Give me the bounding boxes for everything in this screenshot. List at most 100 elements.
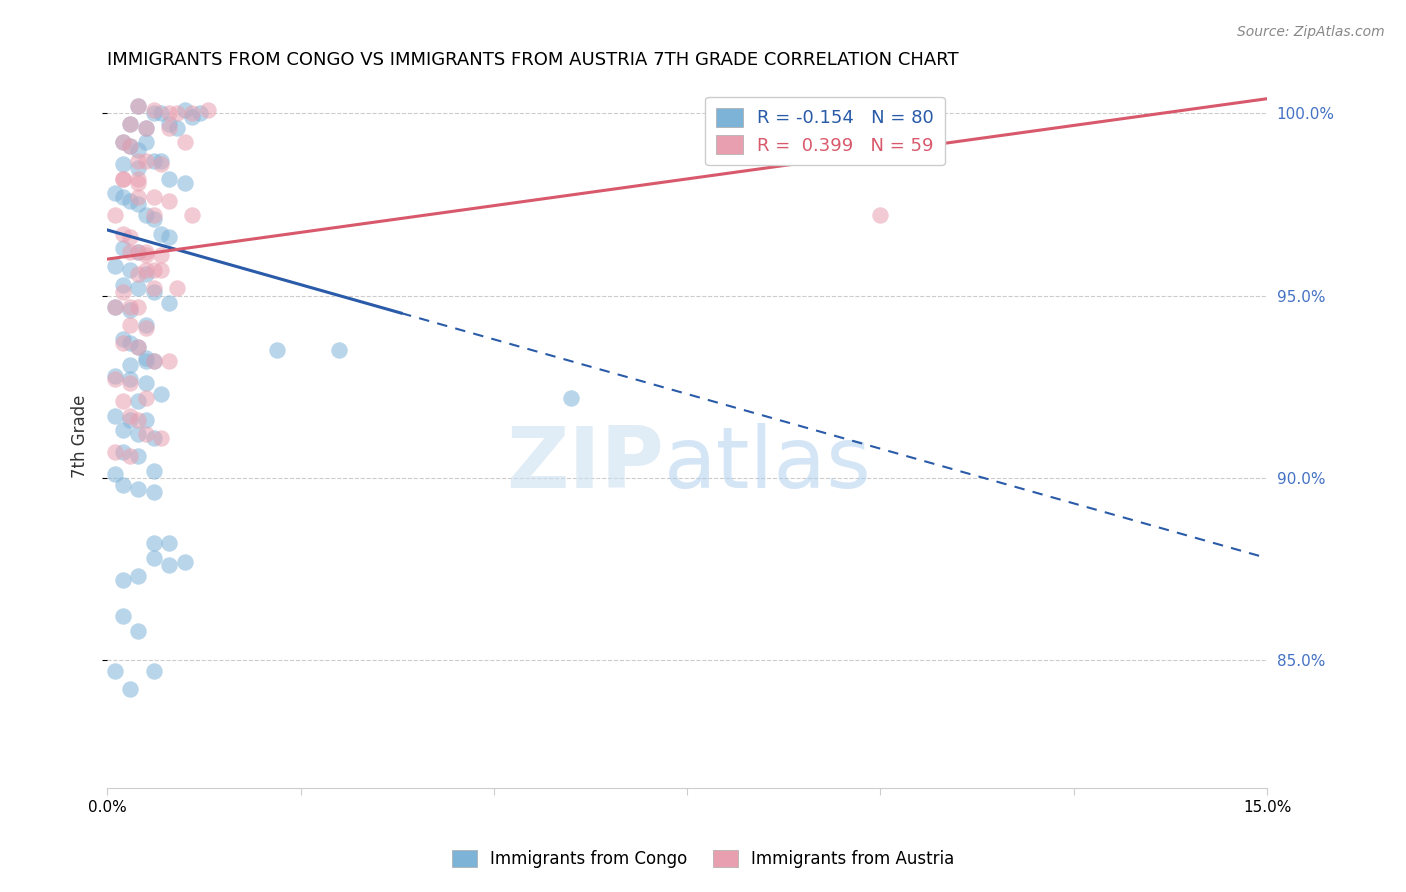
Point	[120, 409, 142, 423]
Point	[135, 263, 157, 277]
Point	[111, 332, 134, 346]
Point	[111, 573, 134, 587]
Point	[173, 176, 195, 190]
Point	[104, 186, 127, 201]
Point	[135, 120, 157, 135]
Point	[120, 358, 142, 372]
Point	[111, 285, 134, 299]
Text: ZIP: ZIP	[506, 423, 664, 506]
Point	[142, 551, 165, 566]
Text: atlas: atlas	[664, 423, 872, 506]
Point	[142, 285, 165, 299]
Point	[104, 300, 127, 314]
Point	[150, 157, 173, 171]
Point	[111, 136, 134, 150]
Point	[120, 372, 142, 386]
Point	[181, 106, 204, 120]
Point	[135, 412, 157, 426]
Point	[142, 190, 165, 204]
Point	[127, 449, 149, 463]
Point	[127, 244, 149, 259]
Point	[142, 354, 165, 368]
Point	[157, 106, 180, 120]
Point	[135, 391, 157, 405]
Point	[104, 368, 127, 383]
Point	[166, 281, 188, 295]
Point	[150, 431, 173, 445]
Point	[135, 351, 157, 365]
Point	[157, 354, 180, 368]
Point	[142, 103, 165, 117]
Point	[150, 106, 173, 120]
Point	[127, 176, 149, 190]
Point	[197, 103, 219, 117]
Point	[150, 387, 173, 401]
Point	[150, 248, 173, 262]
Point	[142, 485, 165, 500]
Point	[104, 372, 127, 386]
Point	[135, 354, 157, 368]
Point	[120, 682, 142, 697]
Point	[135, 248, 157, 262]
Point	[127, 281, 149, 295]
Point	[127, 161, 149, 175]
Point	[111, 609, 134, 624]
Point	[104, 208, 127, 222]
Point	[111, 157, 134, 171]
Point	[157, 536, 180, 550]
Point	[127, 143, 149, 157]
Point	[135, 321, 157, 335]
Point	[127, 412, 149, 426]
Point	[127, 153, 149, 168]
Point	[135, 267, 157, 281]
Point	[120, 263, 142, 277]
Point	[127, 267, 149, 281]
Point	[120, 376, 142, 390]
Point	[120, 194, 142, 208]
Point	[157, 117, 180, 131]
Point	[135, 153, 157, 168]
Point	[142, 664, 165, 678]
Point	[266, 343, 288, 358]
Point	[127, 340, 149, 354]
Point	[142, 208, 165, 222]
Point	[135, 208, 157, 222]
Point	[111, 172, 134, 186]
Point	[135, 376, 157, 390]
Point	[120, 449, 142, 463]
Point	[181, 110, 204, 124]
Point	[111, 478, 134, 492]
Legend: R = -0.154   N = 80, R =  0.399   N = 59: R = -0.154 N = 80, R = 0.399 N = 59	[704, 96, 945, 165]
Point	[120, 117, 142, 131]
Y-axis label: 7th Grade: 7th Grade	[72, 394, 89, 477]
Point	[142, 281, 165, 295]
Point	[127, 624, 149, 638]
Point	[157, 194, 180, 208]
Text: IMMIGRANTS FROM CONGO VS IMMIGRANTS FROM AUSTRIA 7TH GRADE CORRELATION CHART: IMMIGRANTS FROM CONGO VS IMMIGRANTS FROM…	[107, 51, 959, 69]
Point	[127, 190, 149, 204]
Point	[104, 445, 127, 459]
Point	[111, 227, 134, 241]
Point	[135, 427, 157, 442]
Point	[166, 106, 188, 120]
Point	[120, 139, 142, 153]
Point	[142, 431, 165, 445]
Point	[120, 300, 142, 314]
Point	[150, 263, 173, 277]
Point	[135, 136, 157, 150]
Point	[328, 343, 350, 358]
Point	[157, 558, 180, 573]
Point	[120, 230, 142, 244]
Point	[173, 103, 195, 117]
Point	[120, 139, 142, 153]
Point	[127, 244, 149, 259]
Point	[142, 263, 165, 277]
Point	[120, 303, 142, 318]
Point	[127, 99, 149, 113]
Point	[188, 106, 211, 120]
Point	[111, 277, 134, 292]
Point	[157, 172, 180, 186]
Point	[173, 136, 195, 150]
Legend: Immigrants from Congo, Immigrants from Austria: Immigrants from Congo, Immigrants from A…	[446, 843, 960, 875]
Point	[135, 120, 157, 135]
